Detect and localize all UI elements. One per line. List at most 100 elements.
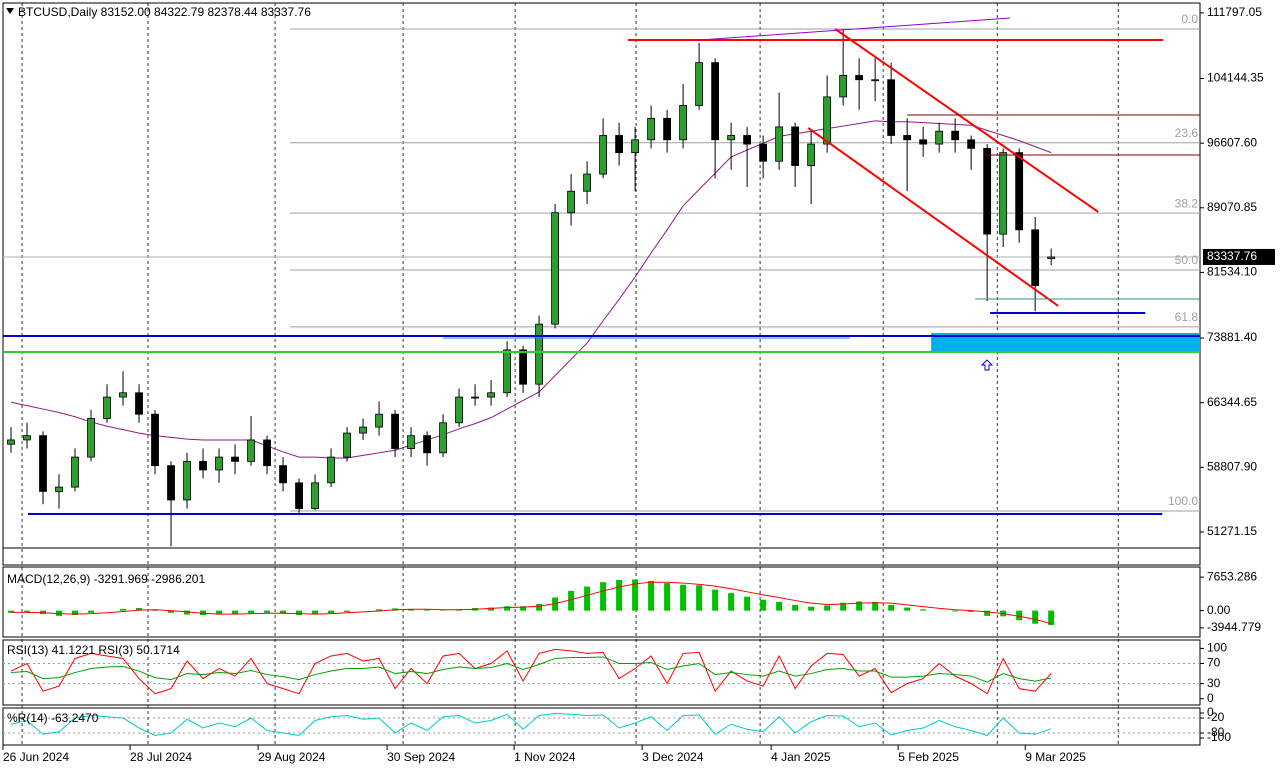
price-box [1203,248,1275,265]
macd-bar [920,609,927,611]
panel-frame [2,639,1201,706]
candle-body [39,435,47,492]
macd-bar [88,610,95,613]
macd-bar [264,610,271,613]
candle-body [743,135,752,145]
candle-body [999,152,1008,235]
macd-bar [168,610,175,613]
macd-bar [824,605,831,611]
candle-body [55,486,63,492]
candle-body [647,117,656,141]
y-tick-label: 89070.85 [1207,200,1257,214]
candle-body [919,139,928,145]
candle-body [887,79,896,136]
candle-body [311,482,319,509]
candle-body [839,75,848,98]
candle-body [1047,256,1056,259]
candle-body [279,465,287,484]
candle-body [423,435,431,454]
y-tick-label: 104144.35 [1207,71,1264,85]
macd-bar [584,586,591,611]
candle-body [151,413,159,467]
candle-body [199,460,207,471]
macd-bar [248,610,255,614]
macd-bar [760,599,767,611]
candle-body [471,396,479,399]
candle-body [855,75,864,81]
fib-label: 38.2 [1175,196,1199,210]
macd-bar [408,609,415,611]
candle-body [359,426,367,434]
y-tick-label: 30 [1207,676,1221,690]
candle-body [183,460,191,501]
candle-body [487,392,495,398]
fib-label: 61.8 [1175,310,1199,324]
y-tick-label: 81534.10 [1207,265,1257,279]
y-tick-label: 111797.05 [1207,5,1262,19]
macd-bar [24,610,31,612]
candle-body [167,465,175,501]
macd-bar [600,582,607,611]
candle-body [951,130,960,141]
y-tick-label: 96607.60 [1207,135,1257,149]
candle-body [807,143,816,166]
panel-frame [2,707,1201,746]
x-tick-label: 26 Jun 2024 [3,750,69,764]
macd-bar [1048,610,1055,626]
candle-body [1015,152,1024,231]
macd-bar [904,607,911,611]
panel-title: MACD(12,26,9) -3291.969 -2986.201 [7,572,205,586]
panel-frame [2,547,1201,566]
macd-bar [664,583,671,611]
y-tick-label: 0 [1207,705,1214,719]
arrow-icon [980,359,994,371]
y-tick-label: 73881.40 [1207,330,1257,344]
x-tick-label: 4 Jan 2025 [771,750,831,764]
candle-body [263,439,271,467]
x-tick-label: 29 Aug 2024 [258,750,326,764]
fib-label: 50.0 [1175,253,1199,267]
candle-body [599,135,608,175]
indicator-line [10,712,1052,737]
indicator-line [10,656,1052,683]
candle-body [135,392,143,415]
candle-body [7,439,15,445]
candle-body [903,135,912,141]
macd-bar [808,606,815,611]
drawn-line [807,127,1059,307]
panel-frame [2,566,1201,638]
candle-body [119,392,127,398]
macd-bar [72,610,79,615]
macd-bar [744,596,751,611]
x-tick-label: 5 Feb 2025 [898,750,959,764]
macd-bar [424,609,431,611]
macd-bar [840,602,847,611]
macd-bar [984,610,991,616]
moving-average [10,120,1052,459]
candle-body [343,432,351,458]
candle-body [727,135,736,141]
candle-body [791,126,800,166]
zone [931,333,1200,352]
macd-bar [792,604,799,611]
macd-bar [488,607,495,611]
macd-bar [280,610,287,614]
candle-body [535,323,543,385]
macd-bar [184,610,191,615]
candle-body [23,435,31,441]
candle-body [1031,229,1040,286]
chart-header: BTCUSD,Daily 83152.00 84322.79 82378.44 … [18,5,311,19]
x-tick-label: 28 Jul 2024 [130,750,192,764]
candle-body [295,482,303,509]
y-tick-label: 0 [1207,691,1214,705]
candle-body [583,173,591,192]
candle-body [663,117,672,141]
x-tick-label: 1 Nov 2024 [514,750,576,764]
y-tick-label: -20 [1207,710,1225,724]
y-tick-label: 70 [1207,656,1221,670]
drawn-line [700,17,1011,41]
candle-body [631,139,640,154]
macd-bar [344,610,351,612]
